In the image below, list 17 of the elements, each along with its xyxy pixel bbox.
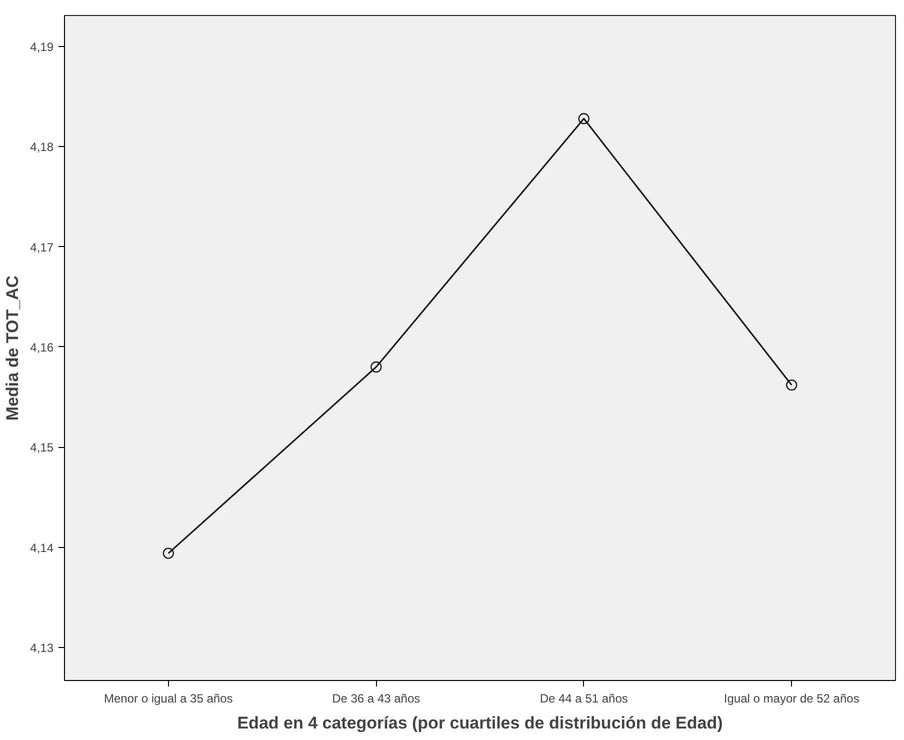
y-tick-label: 4,13 (30, 640, 54, 655)
x-axis-title: Edad en 4 categorías (por cuartiles de distribución de Edad) (237, 714, 723, 732)
point (578, 113, 590, 124)
y-axis-title: Media de TOT_AC (3, 275, 22, 421)
x-tick-label: De 36 a 43 años (332, 692, 420, 706)
y-tick-label: 4,16 (30, 340, 54, 354)
point (162, 548, 174, 559)
y-tick-label: 4,17 (30, 240, 54, 254)
y-tick-label: 4,19 (30, 40, 54, 54)
x-tick-label: Igual o mayor de 52 años (724, 692, 860, 706)
point (370, 361, 382, 373)
x-tick-label: De 44 a 51 años (540, 692, 628, 706)
x-tick-label: Menor o igual a 35 años (104, 692, 233, 706)
y-tick-label: 4,18 (30, 140, 54, 154)
y-tick-label: 4,15 (30, 440, 54, 455)
point (786, 379, 798, 391)
y-tick-label: 4,14 (30, 540, 54, 555)
